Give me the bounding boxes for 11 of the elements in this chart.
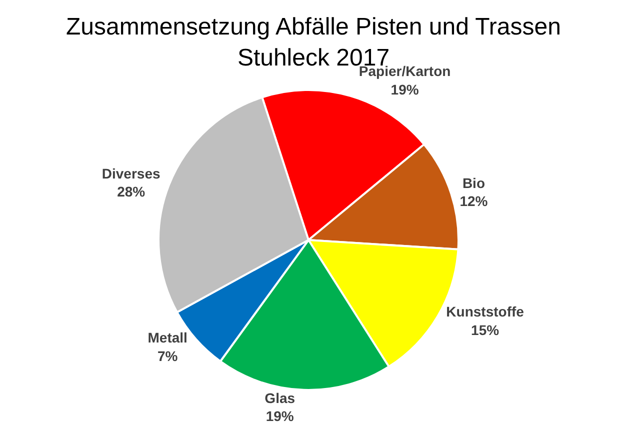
slice-label: Glas — [264, 390, 296, 406]
data-label: 7% — [157, 348, 178, 364]
slice-label: Metall — [148, 330, 188, 346]
data-label: 19% — [266, 408, 294, 424]
slice-label: Diverses — [102, 165, 160, 182]
slice-label: Kunststoffe — [446, 304, 524, 320]
slice-label: Bio — [462, 174, 486, 191]
data-label: 15% — [471, 322, 500, 338]
data-label: 12% — [460, 193, 488, 210]
data-label: 28% — [117, 184, 146, 200]
data-label: 19% — [390, 81, 420, 98]
